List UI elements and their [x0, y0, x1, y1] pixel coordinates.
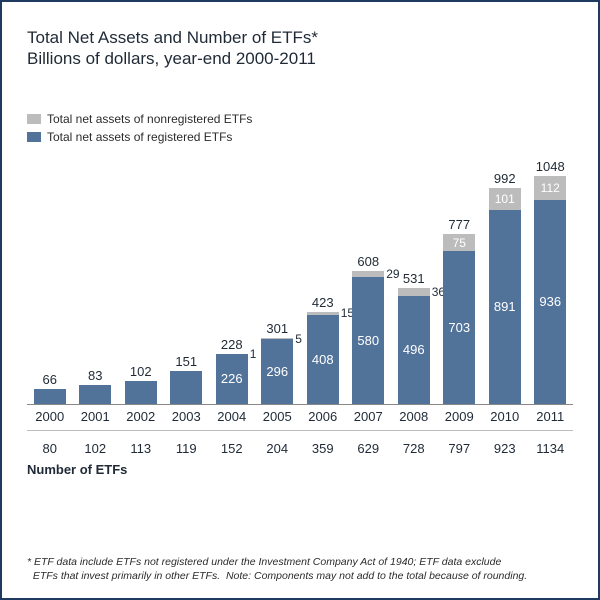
- etf-count: 629: [346, 431, 392, 456]
- bars-row: 66 83 102 151 228122630152964231540860829580…: [27, 154, 573, 404]
- chart-area: 66 83 102 151 228122630152964231540860829580…: [27, 154, 573, 520]
- bar-total-label: 83: [88, 368, 102, 383]
- bar-col: 992 891101: [482, 154, 528, 404]
- etf-count: 359: [300, 431, 346, 456]
- footnote-line1: * ETF data include ETFs not registered u…: [27, 555, 573, 569]
- bar-seg-registered: [79, 385, 111, 403]
- year-labels-row: 2000200120022003200420052006200720082009…: [27, 405, 573, 424]
- bar-total-label: 777: [448, 217, 470, 232]
- etf-count: 1134: [528, 431, 574, 456]
- bar-stack: [125, 381, 157, 403]
- etf-count: 728: [391, 431, 437, 456]
- bar-stack: 226: [216, 354, 248, 403]
- etf-count: 152: [209, 431, 255, 456]
- etf-count: 80: [27, 431, 73, 456]
- bar-seg-registered: [125, 381, 157, 403]
- etf-count: 119: [164, 431, 210, 456]
- bar-total-label: 992: [494, 171, 516, 186]
- bar-seg-nonregistered: [398, 288, 430, 296]
- etf-counts-row: 801021131191522043596297287979231134: [27, 431, 573, 456]
- year-label: 2003: [164, 405, 210, 424]
- footnote: * ETF data include ETFs not registered u…: [27, 555, 573, 583]
- year-label: 2006: [300, 405, 346, 424]
- year-label: 2005: [255, 405, 301, 424]
- bar-seg-registered: 408: [307, 315, 339, 404]
- num-etfs-label: Number of ETFs: [27, 462, 573, 477]
- bar-seg-nonregistered: 75: [443, 234, 475, 250]
- bar-seg-registered: 936: [534, 200, 566, 403]
- legend-label-reg: Total net assets of registered ETFs: [47, 128, 232, 146]
- year-label: 2007: [346, 405, 392, 424]
- year-label: 2008: [391, 405, 437, 424]
- year-label: 2001: [73, 405, 119, 424]
- year-label: 2000: [27, 405, 73, 424]
- year-label: 2004: [209, 405, 255, 424]
- bar-col: 83: [73, 154, 119, 404]
- bar-col: 66: [27, 154, 73, 404]
- year-label: 2011: [528, 405, 574, 424]
- bar-stack: 408: [307, 312, 339, 404]
- legend-swatch-nonreg: [27, 114, 41, 124]
- bar-seg-registered: 496: [398, 296, 430, 404]
- bar-total-label: 228: [221, 337, 243, 352]
- bar-stack: [34, 389, 66, 403]
- bar-stack: 936112: [534, 176, 566, 404]
- bar-total-label: 608: [357, 254, 379, 269]
- footnote-line2: ETFs that invest primarily in other ETFs…: [27, 569, 573, 583]
- etf-count: 113: [118, 431, 164, 456]
- etf-count: 204: [255, 431, 301, 456]
- bar-total-label: 531: [403, 271, 425, 286]
- bar-seg-registered: 580: [352, 277, 384, 403]
- bar-seg-registered: 296: [261, 339, 293, 403]
- bar-seg-registered: [34, 389, 66, 403]
- bar-seg-registered: [170, 371, 202, 404]
- bar-stack: 296: [261, 338, 293, 403]
- chart-frame: Total Net Assets and Number of ETFs* Bil…: [0, 0, 600, 600]
- bar-stack: 891101: [489, 188, 521, 404]
- legend-item-nonreg: Total net assets of nonregistered ETFs: [27, 110, 573, 128]
- chart-title-line2: Billions of dollars, year-end 2000-2011: [27, 48, 573, 69]
- bar-total-label: 301: [266, 321, 288, 336]
- bar-col: 2281226: [209, 154, 255, 404]
- bar-seg-nonregistered: 101: [489, 188, 521, 210]
- chart-title-line1: Total Net Assets and Number of ETFs*: [27, 27, 573, 48]
- bar-col: 3015296: [255, 154, 301, 404]
- etf-count: 923: [482, 431, 528, 456]
- legend: Total net assets of nonregistered ETFs T…: [27, 110, 573, 146]
- bar-col: 777 70375: [437, 154, 483, 404]
- bar-total-label: 102: [130, 364, 152, 379]
- bar-col: 53136496: [391, 154, 437, 404]
- legend-item-reg: Total net assets of registered ETFs: [27, 128, 573, 146]
- bar-col: 151: [164, 154, 210, 404]
- bar-total-label: 1048: [536, 159, 565, 174]
- bar-total-label: 151: [175, 354, 197, 369]
- legend-swatch-reg: [27, 132, 41, 142]
- legend-label-nonreg: Total net assets of nonregistered ETFs: [47, 110, 252, 128]
- bar-col: 60829580: [346, 154, 392, 404]
- bar-col: 42315408: [300, 154, 346, 404]
- bar-seg-registered: 703: [443, 251, 475, 404]
- bar-total-label: 423: [312, 295, 334, 310]
- bar-stack: 496: [398, 288, 430, 404]
- bar-col: 102: [118, 154, 164, 404]
- etf-count: 797: [437, 431, 483, 456]
- year-label: 2002: [118, 405, 164, 424]
- bar-stack: 70375: [443, 234, 475, 403]
- year-label: 2009: [437, 405, 483, 424]
- bar-stack: [170, 371, 202, 404]
- bar-total-label: 66: [43, 372, 57, 387]
- bar-seg-registered: 226: [216, 354, 248, 403]
- etf-count: 102: [73, 431, 119, 456]
- bar-seg-registered: 891: [489, 210, 521, 404]
- bar-seg-nonregistered: 112: [534, 176, 566, 200]
- bar-stack: 580: [352, 271, 384, 403]
- year-label: 2010: [482, 405, 528, 424]
- bar-col: 1048 936112: [528, 154, 574, 404]
- bar-stack: [79, 385, 111, 403]
